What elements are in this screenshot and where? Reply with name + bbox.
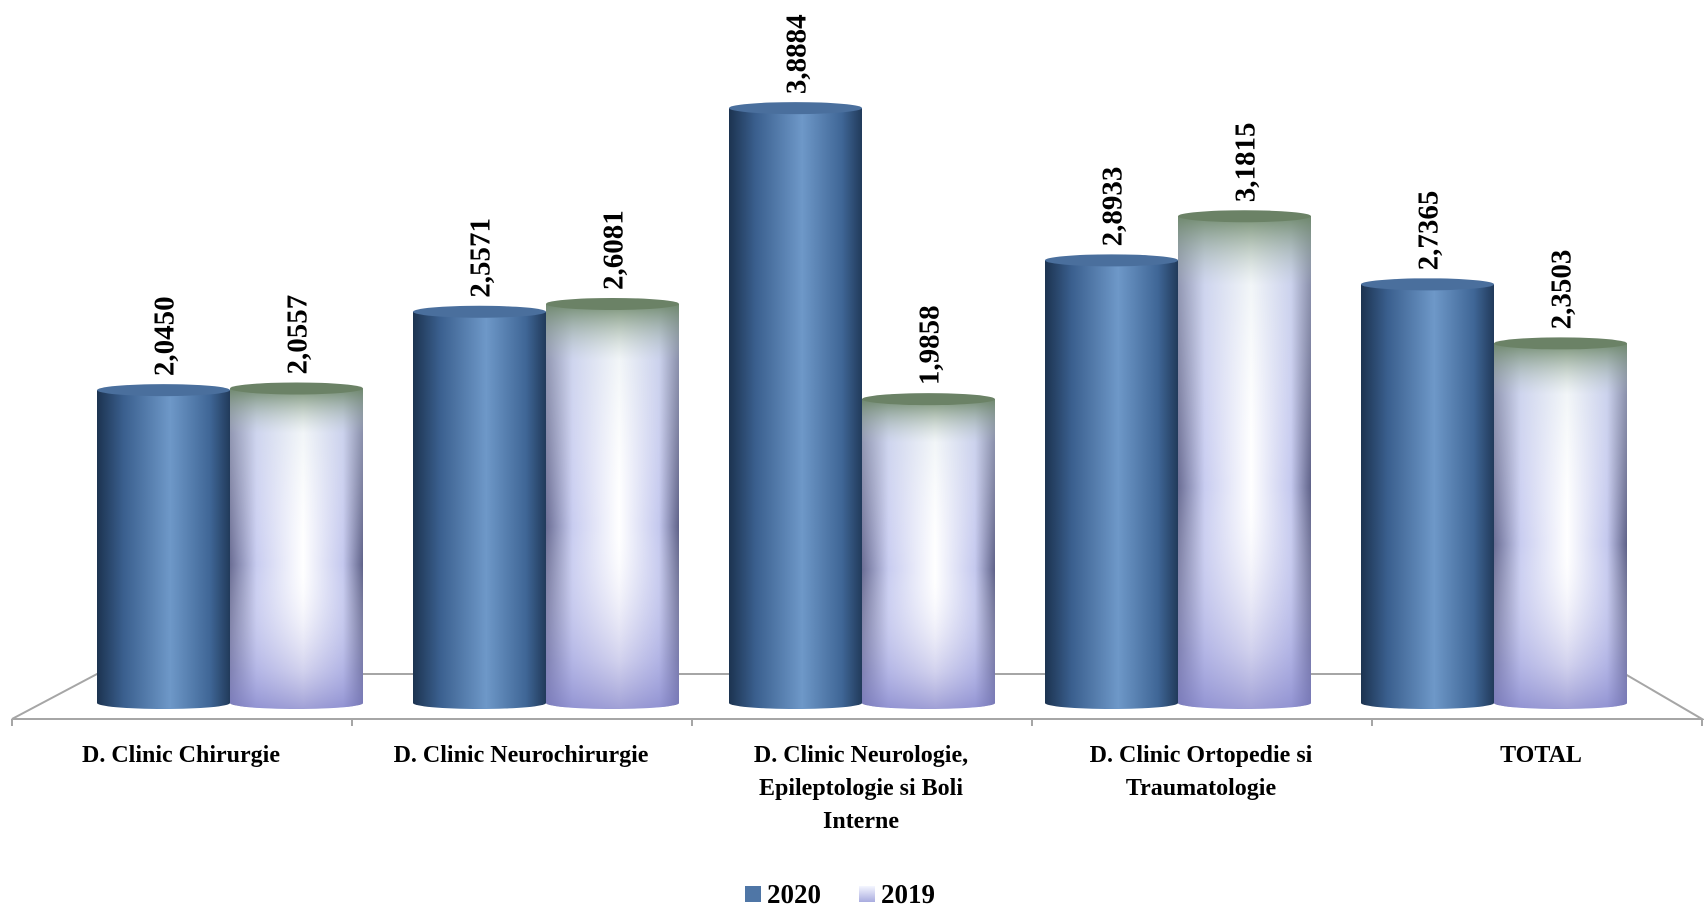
category-label-1-line-0: D. Clinic Neurochirurgie xyxy=(394,742,649,768)
value-label-2020-3: 2,8933 xyxy=(1097,167,1129,247)
category-labels-layer: D. Clinic Chirurgie D. Clinic Neurochirur… xyxy=(82,742,1582,834)
value-label-2019-3: 3,1815 xyxy=(1230,122,1262,202)
category-label-3-line-1: Traumatologie xyxy=(1126,775,1277,801)
bar-2019-4 xyxy=(1494,337,1627,709)
value-label-2019-2: 1,9858 xyxy=(914,305,946,385)
value-label-2020-4: 2,7365 xyxy=(1413,191,1445,271)
bar-2019-1 xyxy=(546,297,679,709)
bar-2020-2 xyxy=(729,102,862,709)
bar-2020-4 xyxy=(1361,278,1494,709)
bar-2020-3 xyxy=(1045,254,1178,709)
bar-2020-1 xyxy=(413,305,546,709)
value-label-2019-0: 2,0557 xyxy=(282,295,314,375)
category-label-0-line-0: D. Clinic Chirurgie xyxy=(82,742,280,768)
category-label-2-line-0: D. Clinic Neurologie, xyxy=(754,742,968,768)
bar-2019-3 xyxy=(1178,210,1311,709)
category-label-3-line-0: D. Clinic Ortopedie si xyxy=(1090,742,1313,768)
legend-label-2019: 2019 xyxy=(881,879,935,906)
value-label-2020-1: 2,5571 xyxy=(465,218,497,298)
category-label-4-line-0: TOTAL xyxy=(1500,742,1582,768)
bar-2020-0 xyxy=(97,384,230,709)
value-labels-layer: 2,0450 2,5571 3,8884 2,8933 2,7365 2,0557 2,60… xyxy=(149,14,1578,385)
value-label-2020-2: 3,8884 xyxy=(781,14,813,94)
legend-swatch-2019 xyxy=(859,886,875,902)
legend-label-2020: 2020 xyxy=(767,879,821,906)
bar-2019-2 xyxy=(862,393,995,709)
value-label-2019-1: 2,6081 xyxy=(598,210,630,290)
bars-layer xyxy=(97,102,1627,709)
category-label-2-line-1: Epileptologie si Boli xyxy=(759,775,963,801)
value-label-2020-0: 2,0450 xyxy=(149,296,181,376)
legend-swatch-2020 xyxy=(745,886,761,902)
bar-2019-0 xyxy=(230,382,363,709)
category-label-2-line-2: Interne xyxy=(823,808,899,834)
legend: 2020 2019 xyxy=(745,879,935,906)
value-label-2019-4: 2,3503 xyxy=(1546,250,1578,330)
